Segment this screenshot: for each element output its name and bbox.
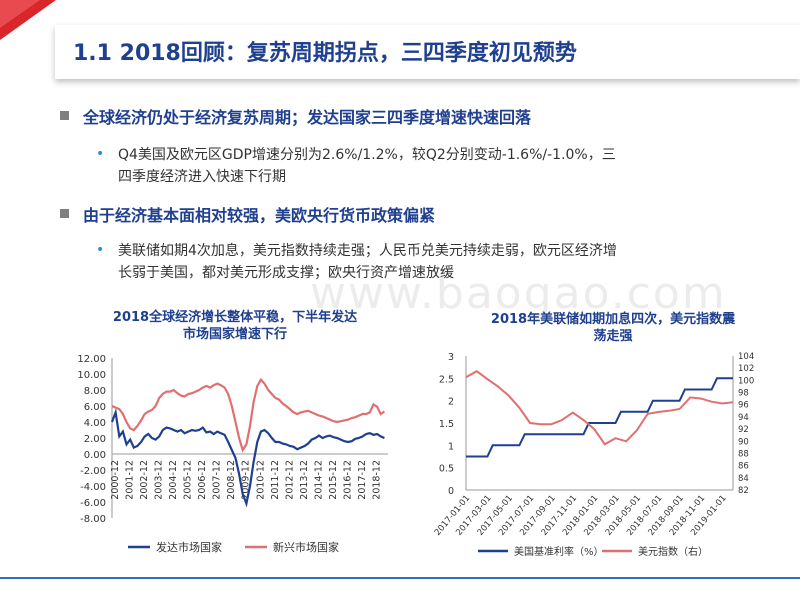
chart1-x-tick: 2005-12 [183, 460, 194, 500]
chart2-right-tick: 82 [738, 486, 749, 496]
bullet-square-icon [60, 111, 69, 120]
chart2-right-tick: 104 [738, 352, 754, 362]
chart2-left-tick: 3 [448, 352, 454, 363]
chart1-x-tick: 2013-12 [299, 460, 310, 500]
chart1-y-tick: -2.00 [80, 466, 106, 477]
chart1-legend-label: 新兴市场国家 [273, 540, 339, 554]
chart2-x-tick: 2018-01-01 [561, 494, 600, 538]
chart1-series-emerging [111, 377, 385, 453]
chart2-series-fed-rate [466, 377, 733, 458]
bullet-body: 美联储如期4次加息，美元指数持续走强；人民币兑美元持续走弱，欧元区经济增 长弱于… [118, 240, 778, 284]
chart1-title: 2018全球经济增长整体平稳，下半年发达 市场国家增速下行 [70, 309, 400, 343]
chart2-legend-label: 美国基准利率（%） [514, 545, 604, 558]
bullet-dot-icon: • [96, 146, 105, 162]
chart1-y-tick: 0.00 [84, 450, 106, 461]
chart2-x-tick: 2018-11-01 [668, 494, 707, 538]
chart2-x-tick: 2017-07-01 [497, 494, 536, 538]
chart1-y-tick: 8.00 [84, 386, 106, 397]
chart2-right-tick: 98 [738, 389, 749, 399]
chart2-title-line: 荡走强 [593, 329, 633, 344]
chart1-title-line: 市场国家增速下行 [182, 327, 287, 342]
chart1-y-tick: 4.00 [84, 418, 106, 429]
chart1-x-tick: 2006-12 [197, 460, 208, 500]
chart1-x-tick: 2000-12 [110, 460, 121, 500]
chart2-x-tick: 2018-07-01 [625, 494, 664, 538]
chart1-x-tick: 2001-12 [125, 460, 136, 500]
chart1-x-tick: 2014-12 [313, 460, 324, 500]
chart2-x-tick: 2017-01-01 [433, 494, 472, 538]
chart2-series-dollar-index [465, 370, 734, 446]
chart1-y-tick: 10.00 [77, 370, 106, 381]
page-title: 1.1 2018回顾：复苏周期拐点，三四季度初见颓势 [73, 41, 577, 66]
chart1-y-tick: -4.00 [80, 482, 106, 493]
chart2-left-tick: 2.5 [439, 374, 454, 385]
chart2-right-tick: 100 [738, 376, 754, 386]
bullet-line: 美联储如期4次加息，美元指数持续走强；人民币兑美元持续走弱，欧元区经济增 [118, 243, 617, 259]
bullet-body: Q4美国及欧元区GDP增速分别为2.6%/1.2%，较Q2分别变动-1.6%/-… [118, 144, 778, 188]
chart1-x-tick: 2017-12 [357, 460, 368, 500]
chart1-x-tick: 2007-12 [212, 460, 223, 500]
corner-accent [0, 0, 56, 40]
chart2-right-tick: 90 [738, 437, 749, 447]
chart2-left-tick: 1.5 [439, 419, 454, 430]
chart2-x-tick: 2018-05-01 [604, 494, 643, 538]
chart2-x-tick: 2018-03-01 [582, 494, 621, 538]
chart2-left-tick: 1 [448, 441, 454, 452]
chart2-left-tick: 0.5 [439, 464, 454, 475]
chart1-x-tick: 2018-12 [371, 460, 382, 500]
chart2-x-tick: 2017-03-01 [454, 494, 493, 538]
chart1-y-tick: -6.00 [80, 498, 106, 509]
bullet-dot-icon: • [96, 242, 105, 258]
chart1-x-tick: 2009-12 [241, 460, 252, 500]
bullet-line: 四季度经济进入快速下行期 [118, 169, 286, 185]
chart1-x-tick: 2004-12 [168, 460, 179, 500]
chart1-legend-label: 发达市场国家 [156, 540, 222, 554]
watermark: www.baogao.com [310, 268, 727, 319]
chart1-title-line: 2018全球经济增长整体平稳，下半年发达 [112, 310, 358, 325]
chart2-x-tick: 2017-05-01 [476, 494, 515, 538]
chart1-x-tick: 2002-12 [139, 460, 150, 500]
chart2-right-tick: 86 [738, 462, 749, 472]
chart1-x-tick: 2008-12 [226, 460, 237, 500]
chart2-x-tick: 2019-01-01 [689, 494, 728, 538]
chart2-title: 2018年美联储如期加息四次，美元指数震 荡走强 [438, 311, 788, 345]
chart2-right-tick: 84 [738, 474, 749, 484]
chart2-right-tick: 94 [738, 413, 749, 423]
chart2-x-tick: 2018-09-01 [646, 494, 685, 538]
chart2-x-tick: 2017-09-01 [518, 494, 557, 538]
chart1-x-tick: 2016-12 [342, 460, 353, 500]
chart2-x-tick: 2017-11-01 [540, 494, 579, 538]
chart2-left-tick: 0 [448, 486, 454, 497]
chart2-legend-label: 美元指数（右） [638, 545, 708, 558]
chart2-right-tick: 102 [738, 364, 754, 374]
chart1-y-tick: 12.00 [77, 354, 106, 365]
chart1-y-tick: 2.00 [84, 434, 106, 445]
bullet-line: 长弱于美国，都对美元形成支撑；欧央行资产增速放缓 [118, 265, 454, 281]
chart1-x-tick: 2012-12 [284, 460, 295, 500]
bullet-line: Q4美国及欧元区GDP增速分别为2.6%/1.2%，较Q2分别变动-1.6%/-… [118, 147, 616, 163]
chart1-x-tick: 2003-12 [154, 460, 165, 500]
chart1-x-tick: 2015-12 [328, 460, 339, 500]
bottom-divider [0, 577, 800, 579]
chart1-series-developed [110, 408, 385, 508]
chart2-right-tick: 92 [738, 425, 749, 435]
chart1-x-tick: 2011-12 [270, 460, 281, 500]
chart2-title-line: 2018年美联储如期加息四次，美元指数震 [490, 312, 736, 327]
bullet-heading: 由于经济基本面相对较强，美欧央行货币政策偏紧 [83, 206, 436, 225]
chart2-left-tick: 2 [448, 397, 454, 408]
chart1-y-tick: 6.00 [84, 402, 106, 413]
chart1-x-tick: 2010-12 [255, 460, 266, 500]
chart2-right-tick: 88 [738, 449, 749, 459]
title-bar: 1.1 2018回顾：复苏周期拐点，三四季度初见颓势 [55, 25, 800, 79]
chart2-right-tick: 96 [738, 401, 749, 411]
bullet-square-icon [60, 209, 69, 218]
bullet-heading: 全球经济仍处于经济复苏周期；发达国家三四季度增速快速回落 [83, 108, 532, 127]
chart1-y-tick: -8.00 [80, 514, 106, 525]
